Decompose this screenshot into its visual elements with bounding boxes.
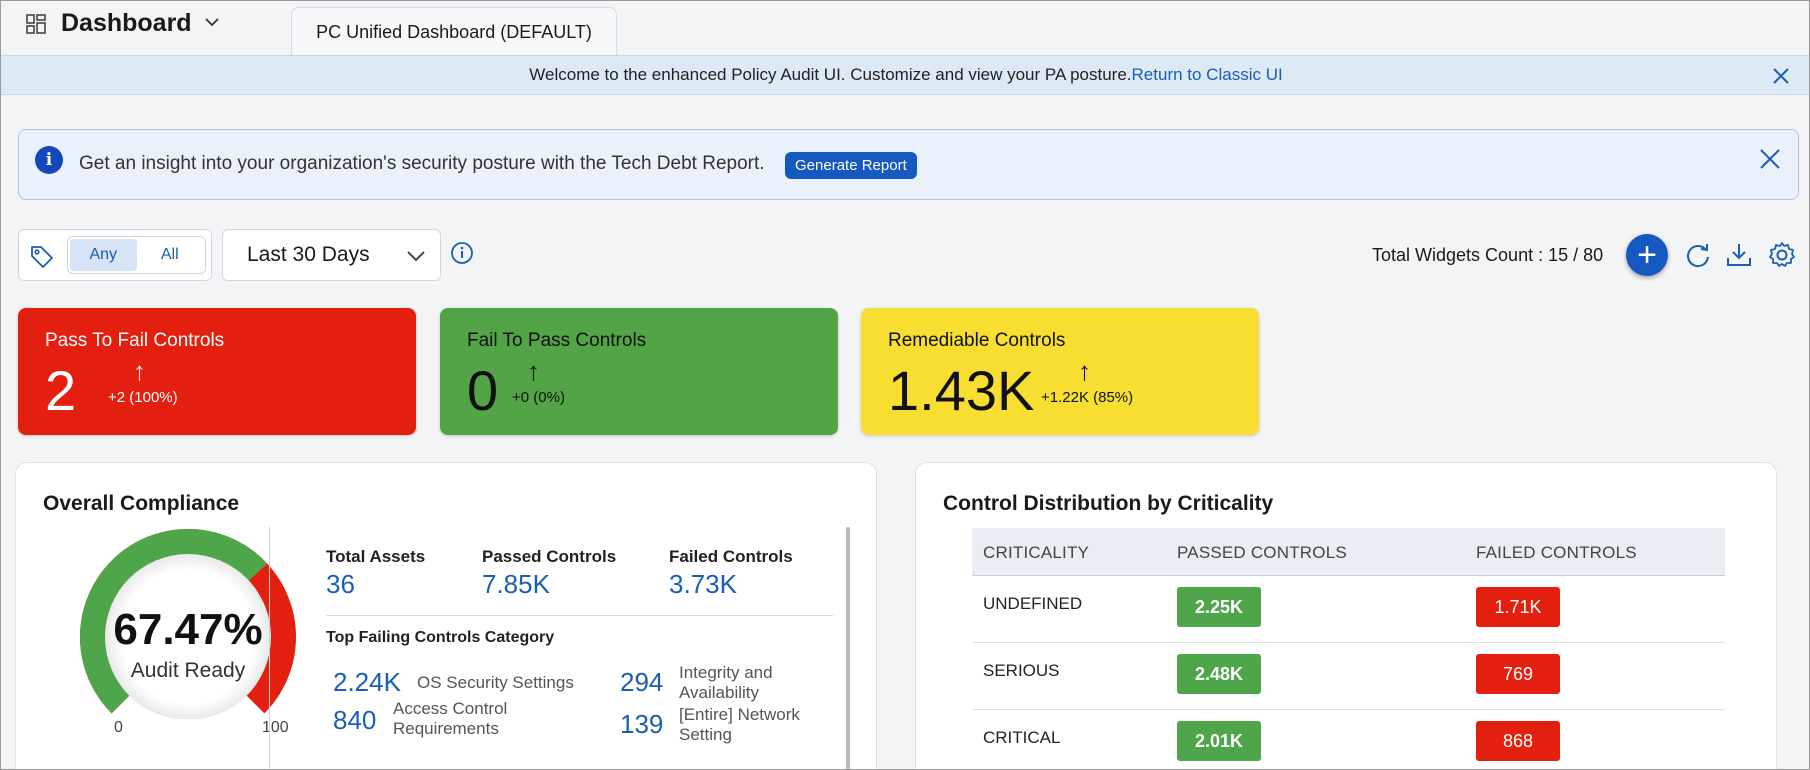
column-header[interactable]: CRITICALITY: [983, 543, 1090, 562]
column-header[interactable]: FAILED CONTROLS: [1476, 543, 1637, 562]
criticality-label: UNDEFINED: [983, 594, 1083, 613]
trend-up-arrow-icon: ↑: [527, 356, 540, 386]
passed-controls-badge[interactable]: 2.48K: [1177, 654, 1261, 694]
passed-controls-badge[interactable]: 2.25K: [1177, 587, 1261, 627]
stat-value-passed-controls[interactable]: 7.85K: [482, 569, 550, 599]
stat-value-total-assets[interactable]: 36: [326, 569, 355, 599]
welcome-banner: Welcome to the enhanced Policy Audit UI.…: [1, 55, 1809, 95]
tag-icon[interactable]: [29, 244, 55, 270]
kpi-title: Remediable Controls: [888, 330, 1066, 351]
date-range-select[interactable]: Last 30 Days: [222, 229, 441, 281]
dashboard-icon[interactable]: [25, 13, 47, 35]
criticality-label: CRITICAL: [983, 728, 1061, 747]
criticality-label: SERIOUS: [983, 661, 1060, 680]
gauge-pass-arc: [80, 529, 268, 714]
failing-category-label: Integrity and Availability: [679, 663, 773, 702]
widgets-count: Total Widgets Count : 15 / 80: [1372, 245, 1604, 265]
stat-value-failed-controls[interactable]: 3.73K: [669, 569, 737, 599]
trend-up-arrow-icon: ↑: [133, 356, 146, 386]
settings-gear-icon[interactable]: [1768, 241, 1796, 269]
kpi-delta: +1.22K (85%): [1041, 389, 1134, 406]
insight-banner: i Get an insight into your organization'…: [18, 129, 1799, 200]
criticality-distribution-panel: Control Distribution by Criticality CRIT…: [915, 462, 1777, 769]
panel-title: Control Distribution by Criticality: [943, 492, 1274, 515]
top-bar: Dashboard PC Unified Dashboard (DEFAULT): [1, 1, 1809, 56]
chevron-down-icon: [407, 251, 425, 262]
stat-label-passed-controls: Passed Controls: [482, 547, 617, 566]
stat-label-total-assets: Total Assets: [326, 547, 426, 566]
tag-option-all[interactable]: All: [160, 246, 179, 263]
table-header: CRITICALITY PASSED CONTROLS FAILED CONTR…: [972, 528, 1725, 576]
stat-label-failed-controls: Failed Controls: [669, 547, 793, 566]
overall-compliance-panel: Overall Compliance 67.47% Audit Ready 0 …: [15, 462, 877, 769]
insight-text: Get an insight into your organization's …: [79, 153, 765, 174]
panel-title: Overall Compliance: [43, 492, 240, 515]
passed-controls-badge[interactable]: 2.01K: [1177, 721, 1261, 761]
download-icon[interactable]: [1725, 241, 1753, 269]
kpi-delta: +0 (0%): [512, 389, 565, 406]
close-icon[interactable]: [1771, 66, 1791, 86]
failed-controls-badge[interactable]: 1.71K: [1476, 587, 1560, 627]
failing-category-label: OS Security Settings: [417, 673, 574, 692]
refresh-icon[interactable]: [1684, 241, 1712, 269]
compliance-gauge: [80, 529, 296, 719]
failing-category-value[interactable]: 2.24K: [333, 667, 401, 697]
trend-up-arrow-icon: ↑: [1078, 356, 1091, 386]
generate-report-button[interactable]: Generate Report: [785, 152, 917, 179]
failed-controls-badge[interactable]: 868: [1476, 721, 1560, 761]
tag-match-toggle: Any All: [67, 236, 206, 274]
kpi-delta: +2 (100%): [108, 389, 178, 406]
chevron-down-icon[interactable]: [204, 16, 220, 28]
failing-category-value[interactable]: 139: [620, 709, 664, 739]
classic-ui-link[interactable]: Return to Classic UI: [1131, 65, 1283, 84]
kpi-card-pass-to-fail[interactable]: Pass To Fail Controls 2 ↑ +2 (100%): [18, 308, 416, 435]
top-failing-title: Top Failing Controls Category: [326, 629, 555, 646]
info-circle-icon[interactable]: [450, 241, 474, 265]
dashboard-title[interactable]: Dashboard: [61, 9, 192, 37]
gauge-max-label: 100: [262, 719, 289, 736]
kpi-value: 0: [467, 359, 499, 422]
gauge-min-label: 0: [114, 719, 123, 736]
compliance-percent: 67.47%: [113, 605, 263, 654]
divider: [269, 527, 270, 769]
tag-option-any[interactable]: Any: [70, 239, 137, 271]
table-row: CRITICAL 2.01K 868: [972, 710, 1725, 769]
failing-category-label: [Entire] Network Setting: [679, 705, 800, 744]
failing-category-value[interactable]: 840: [333, 705, 377, 735]
kpi-title: Pass To Fail Controls: [45, 330, 225, 351]
kpi-value: 1.43K: [888, 359, 1035, 422]
kpi-title: Fail To Pass Controls: [467, 330, 647, 351]
failed-controls-badge[interactable]: 769: [1476, 654, 1560, 694]
divider: [326, 615, 833, 616]
table-row: UNDEFINED 2.25K 1.71K: [972, 576, 1725, 643]
kpi-card-fail-to-pass[interactable]: Fail To Pass Controls 0 ↑ +0 (0%): [440, 308, 838, 435]
compliance-sub-label: Audit Ready: [130, 659, 246, 682]
close-icon[interactable]: [1758, 147, 1782, 171]
scrollbar[interactable]: [846, 527, 850, 769]
failing-category-value[interactable]: 294: [620, 667, 664, 697]
add-widget-button[interactable]: +: [1626, 234, 1668, 276]
kpi-card-remediable[interactable]: Remediable Controls 1.43K ↑ +1.22K (85%): [861, 308, 1259, 435]
tab-pc-unified-dashboard[interactable]: PC Unified Dashboard (DEFAULT): [291, 7, 617, 56]
info-icon: i: [35, 146, 63, 174]
date-range-value: Last 30 Days: [247, 243, 370, 266]
tag-filter: Any All: [18, 229, 212, 281]
column-header[interactable]: PASSED CONTROLS: [1177, 543, 1347, 562]
kpi-value: 2: [45, 359, 77, 422]
welcome-text: Welcome to the enhanced Policy Audit UI.…: [529, 65, 1132, 84]
table-row: SERIOUS 2.48K 769: [972, 643, 1725, 710]
failing-category-label: Access Control Requirements: [393, 699, 508, 738]
